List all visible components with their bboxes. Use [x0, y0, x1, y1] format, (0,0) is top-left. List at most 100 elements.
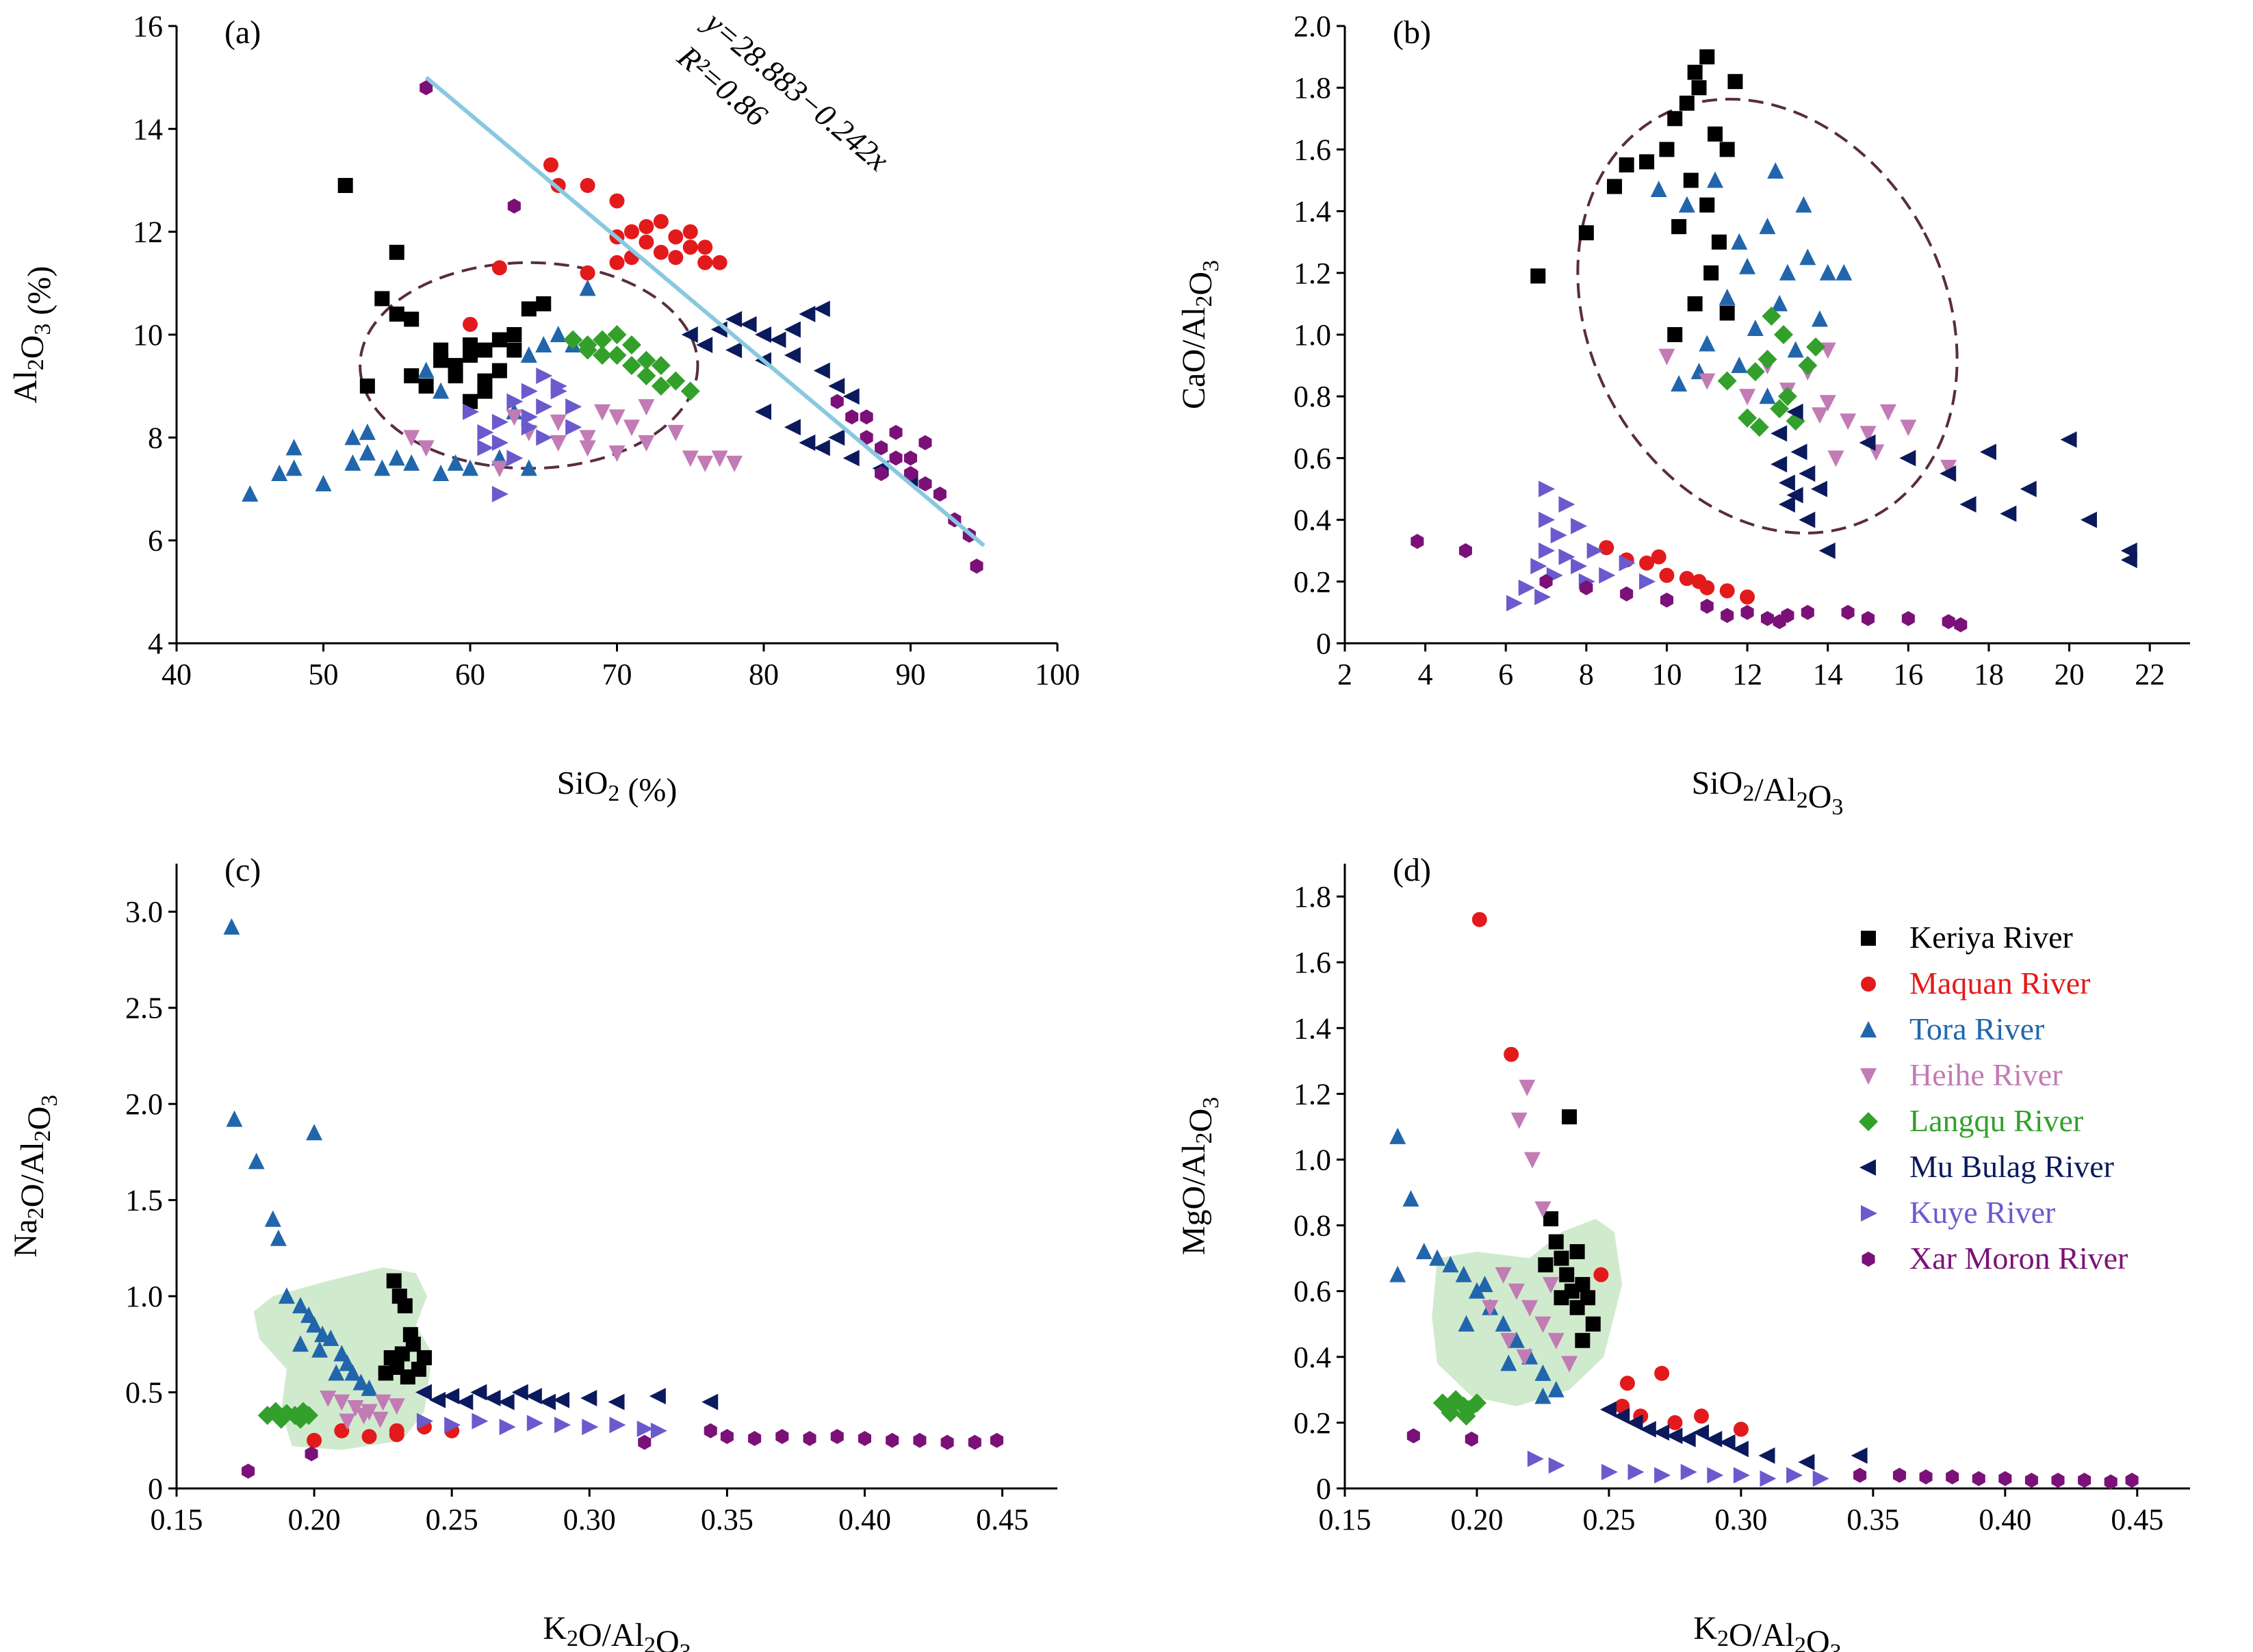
y-tick-label: 1.0	[1293, 318, 1331, 352]
x-tick-label: 8	[1579, 658, 1594, 691]
data-point	[2080, 511, 2097, 528]
data-point	[386, 1273, 402, 1289]
data-point	[328, 1364, 345, 1381]
data-point	[1731, 1441, 1749, 1458]
data-point	[1534, 1364, 1552, 1381]
data-point	[1799, 465, 1816, 482]
series-xar-moron-river	[1411, 534, 1968, 632]
data-point	[1580, 580, 1593, 595]
data-point	[307, 1432, 322, 1448]
data-point	[639, 234, 654, 250]
data-point	[579, 440, 596, 457]
data-point	[1699, 373, 1716, 390]
label-part: 3	[1830, 1640, 1842, 1652]
data-point	[970, 558, 983, 574]
data-point	[607, 325, 627, 344]
y-tick-label: 1.4	[1293, 1011, 1331, 1045]
data-point	[1733, 1421, 1749, 1437]
data-point	[682, 240, 698, 255]
legend-label: Kuye River	[1909, 1195, 2055, 1230]
x-tick-label: 70	[602, 658, 632, 691]
data-point	[1853, 1467, 1867, 1483]
data-point	[1699, 49, 1715, 65]
data-point	[755, 403, 771, 420]
data-point	[389, 244, 404, 260]
data-point	[271, 1409, 291, 1429]
data-point	[292, 1335, 309, 1352]
data-point	[1626, 1414, 1643, 1431]
data-point	[1650, 181, 1667, 198]
data-point	[1840, 413, 1857, 430]
y-axis-title: CaO/Al2O3	[1176, 260, 1224, 409]
label-part: 3	[37, 1095, 62, 1107]
data-point	[681, 326, 698, 343]
series-langqu-river	[1717, 306, 1826, 437]
y-tick-label: 1.2	[1293, 257, 1331, 290]
label-part: (%)	[619, 772, 677, 808]
data-point	[1812, 1470, 1829, 1487]
data-point	[1719, 305, 1735, 321]
data-point	[725, 311, 743, 328]
data-point	[1504, 1046, 1519, 1062]
label-part: 2	[1794, 1633, 1806, 1652]
data-point	[1811, 407, 1828, 424]
data-point	[578, 335, 597, 355]
data-point	[1554, 1290, 1569, 1306]
data-point	[1548, 1457, 1565, 1474]
data-point	[1599, 567, 1616, 584]
data-point	[636, 1420, 654, 1437]
data-point	[1798, 356, 1818, 376]
data-point	[638, 435, 655, 452]
data-point	[1739, 389, 1756, 406]
data-point	[536, 296, 552, 311]
data-point	[1601, 1463, 1618, 1480]
series-mu-bulag-river	[1771, 403, 2137, 569]
data-point	[278, 1287, 295, 1304]
data-point	[270, 1229, 287, 1246]
label-part: Al	[8, 370, 44, 403]
data-point	[1521, 1300, 1539, 1317]
data-point	[1892, 1467, 1906, 1483]
data-point	[1680, 1463, 1697, 1480]
data-point	[550, 326, 567, 342]
data-point	[1530, 268, 1546, 284]
label-part: 2	[1742, 781, 1754, 806]
series-kuye-river	[1506, 480, 1656, 612]
label-part: 2	[608, 781, 619, 806]
data-point	[1799, 248, 1816, 266]
data-point	[1841, 604, 1855, 620]
data-point	[374, 291, 390, 307]
data-point	[1639, 154, 1655, 170]
legend-marker	[1862, 1252, 1875, 1267]
label-part: O	[1808, 779, 1832, 815]
data-point	[1683, 172, 1699, 188]
data-point	[1506, 595, 1523, 612]
data-point	[448, 368, 463, 384]
label-part: MgO/Al	[1176, 1144, 1212, 1255]
data-point	[1524, 1152, 1541, 1169]
data-point	[359, 423, 376, 440]
y-tick-label: 1.0	[125, 1280, 163, 1313]
series-maquan-river	[463, 157, 728, 332]
series-keriya-river	[378, 1273, 432, 1385]
data-point	[507, 198, 521, 214]
data-point	[415, 1384, 432, 1401]
data-point	[775, 1429, 789, 1445]
data-point	[1671, 219, 1687, 235]
data-point	[300, 1306, 318, 1324]
data-point	[404, 368, 420, 384]
y-tick-label: 6	[148, 524, 163, 558]
data-point	[477, 439, 494, 456]
y-tick-label: 0	[1316, 1472, 1331, 1506]
data-point	[1467, 1393, 1486, 1413]
label-part: O	[656, 1624, 680, 1652]
data-point	[2020, 480, 2037, 498]
data-point	[1543, 1277, 1560, 1294]
data-point	[638, 399, 655, 416]
data-point	[1534, 1316, 1552, 1333]
data-point	[344, 1364, 361, 1381]
data-point	[1654, 1365, 1670, 1381]
series-tora-river	[223, 918, 378, 1396]
data-point	[1711, 234, 1727, 250]
data-point	[1659, 142, 1675, 157]
